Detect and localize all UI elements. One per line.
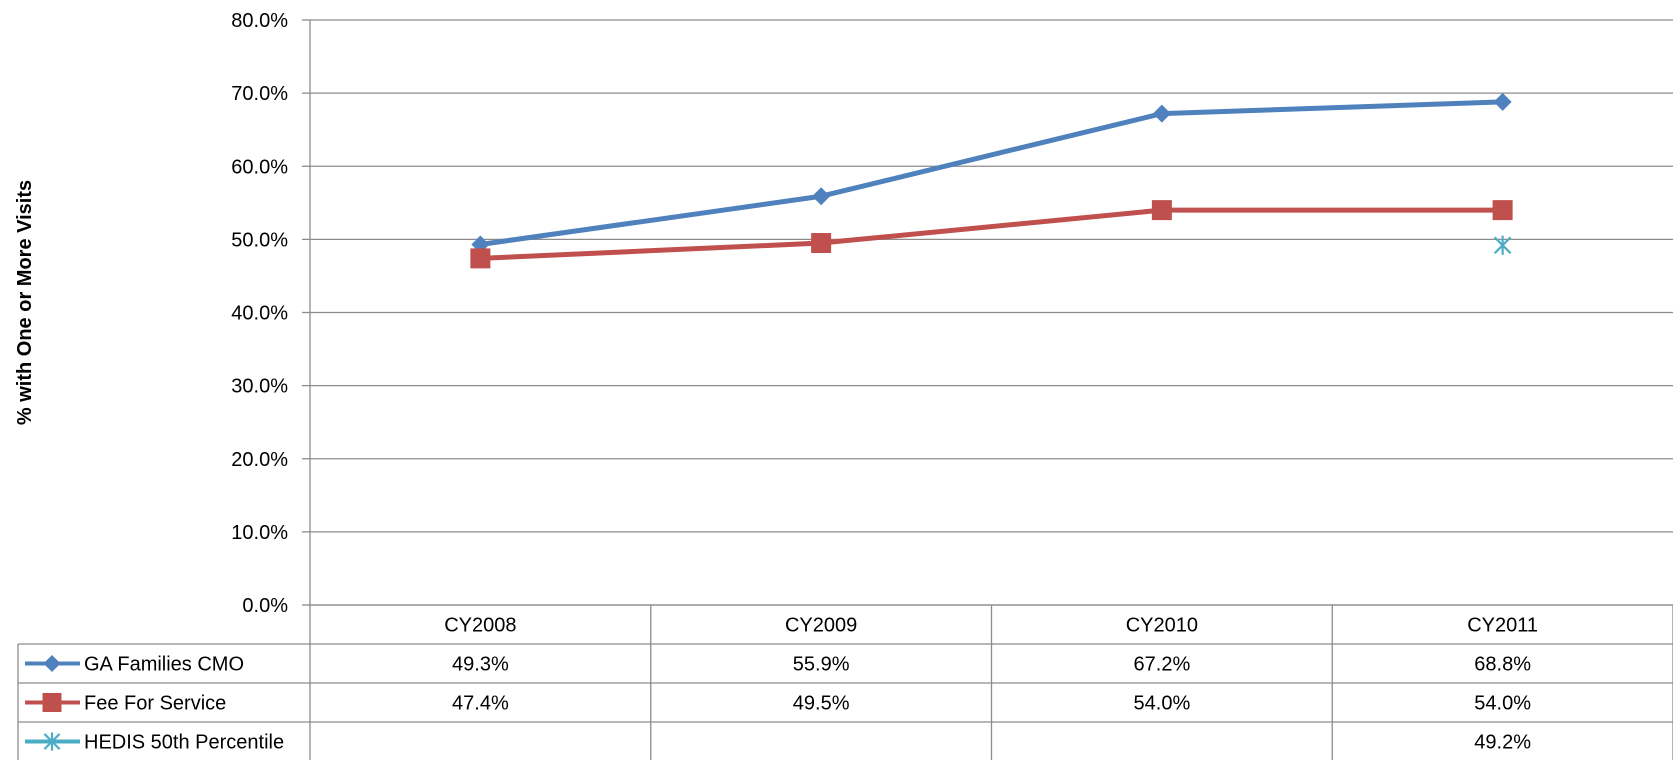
series-markers [470,92,1513,269]
data-label: 47.4% [452,693,509,715]
category-label: CY2010 [1126,615,1198,637]
legend-key-marker [43,732,61,751]
data-label: 49.5% [793,693,850,715]
data-label: 68.8% [1474,654,1531,676]
legend-series-name: GA Families CMO [84,654,244,676]
y-tick-label: 10.0% [231,522,288,544]
data-table: CY2008 CY2009 CY2010 CY2011 GA Families CMO 4… [17,604,1673,760]
data-point [1493,92,1512,111]
category-label: CY2009 [785,615,857,637]
legend-key-marker [43,654,61,673]
data-label: 54.0% [1474,693,1531,715]
gridlines [302,19,1673,606]
data-point [1151,200,1172,221]
category-label: CY2008 [444,615,516,637]
y-tick-label: 0.0% [242,595,288,617]
category-label: CY2011 [1467,615,1538,637]
data-label: 49.3% [452,654,509,676]
data-label: 55.9% [793,654,850,676]
y-axis-tick-labels: 0.0% 10.0% 20.0% 30.0% 40.0% 50.0% 60.0% 70.0% 8… [231,10,288,617]
data-point [1152,104,1171,123]
y-tick-label: 30.0% [231,376,288,398]
data-point [811,233,832,254]
legend-key-marker [42,693,62,712]
y-tick-label: 70.0% [231,83,288,105]
y-tick-label: 60.0% [231,156,288,178]
legend-series-name: HEDIS 50th Percentile [84,732,284,754]
data-label: 49.2% [1474,732,1531,754]
y-axis-label: % with One or More Visits [14,180,36,425]
data-point [470,248,491,269]
y-tick-label: 80.0% [231,10,288,32]
y-tick-label: 50.0% [231,229,288,251]
series-line [480,99,1503,247]
data-label: 67.2% [1134,654,1191,676]
y-tick-label: 20.0% [231,449,288,471]
data-point [1492,200,1513,221]
series-line [480,207,1503,261]
data-label: 54.0% [1134,693,1191,715]
data-point [1493,235,1512,255]
y-tick-label: 40.0% [231,303,288,325]
legend-series-name: Fee For Service [84,693,226,715]
series-lines [480,99,1503,261]
data-point [812,187,831,206]
